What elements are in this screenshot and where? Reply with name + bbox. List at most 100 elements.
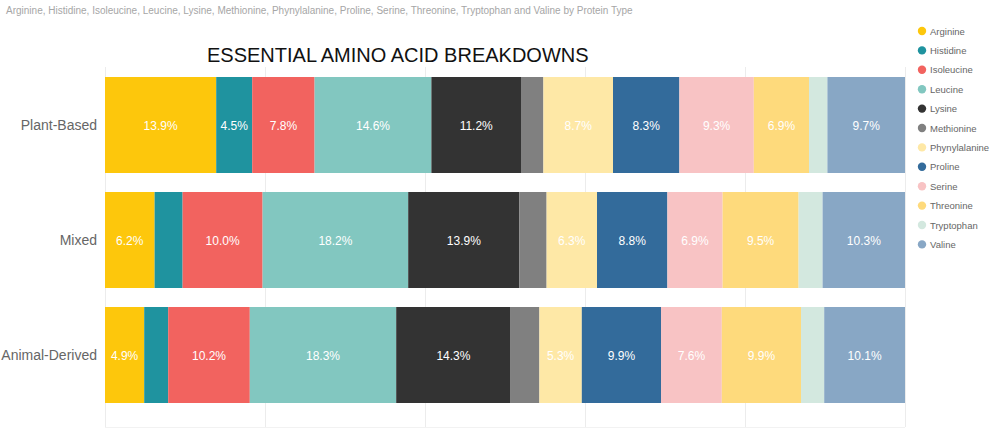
data-label: 9.5% <box>747 234 775 248</box>
bar-segment <box>597 192 667 288</box>
legend-marker <box>918 104 926 112</box>
bar-segment <box>801 307 824 403</box>
data-label: 10.2% <box>192 349 226 363</box>
bar-segment <box>250 307 396 403</box>
legend-label: Tryptophan <box>930 220 978 231</box>
data-label: 6.9% <box>768 119 796 133</box>
bar-segment <box>263 192 409 288</box>
bar-segment <box>521 77 543 173</box>
chart-root: Arginine, Histidine, Isoleucine, Leucine… <box>0 0 1000 429</box>
data-label: 6.2% <box>116 234 144 248</box>
data-label: 9.3% <box>703 119 731 133</box>
bar-segment <box>543 77 613 173</box>
data-label: 8.3% <box>633 119 661 133</box>
bar-segment <box>431 77 521 173</box>
bar-segment <box>661 307 722 403</box>
legend-marker <box>918 143 926 151</box>
data-label: 13.9% <box>447 234 481 248</box>
data-label: 11.2% <box>460 119 493 133</box>
bar-segment <box>667 192 722 288</box>
bar-segment <box>722 307 801 403</box>
data-label: 4.9% <box>111 349 139 363</box>
bar-segment <box>539 307 581 403</box>
legend-label: Methionine <box>930 123 976 134</box>
legend-marker <box>918 27 926 35</box>
bar-segment <box>519 192 546 288</box>
data-label: 10.0% <box>206 234 240 248</box>
data-label: 13.9% <box>144 119 178 133</box>
legend: Arginine Histidine Isoleucine Leucine Lysine… <box>918 26 989 250</box>
title: ESSENTIAL AMINO ACID BREAKDOWNS <box>207 44 589 66</box>
legend-marker <box>918 85 926 93</box>
bar-segment <box>315 77 432 173</box>
grid <box>106 67 906 427</box>
bar-segment <box>824 307 905 403</box>
bar-segment <box>105 77 216 173</box>
data-labels: 13.9% 4.5% 7.8% 14.6% 11.2% 8.7% 8.3% 9.3% 6.9% 9… <box>111 119 882 363</box>
data-label: 4.5% <box>221 119 249 133</box>
legend-marker <box>918 240 926 248</box>
legend-marker <box>918 182 926 190</box>
chart: Arginine, Histidine, Isoleucine, Leucine… <box>0 0 1000 429</box>
bar-segment <box>105 307 144 403</box>
data-label: 6.9% <box>681 234 709 248</box>
subtitle: Arginine, Histidine, Isoleucine, Leucine… <box>6 5 633 16</box>
data-label: 8.8% <box>619 234 647 248</box>
legend-label: Valine <box>930 239 956 250</box>
legend-label: Isoleucine <box>930 64 973 75</box>
legend-label: Serine <box>930 181 957 192</box>
data-label: 8.7% <box>565 119 593 133</box>
bar-segment <box>216 77 252 173</box>
bar-segment <box>679 77 753 173</box>
legend-marker <box>918 124 926 132</box>
data-label: 14.6% <box>356 119 390 133</box>
legend-label: Phynylalanine <box>930 142 989 153</box>
data-label: 7.6% <box>678 349 706 363</box>
category-labels: Plant-Based Mixed Animal-Derived <box>1 117 97 363</box>
grid-line <box>905 67 906 427</box>
legend-marker <box>918 201 926 209</box>
bar-segment <box>252 77 314 173</box>
data-label: 6.3% <box>558 234 586 248</box>
bars <box>105 77 905 403</box>
bar-segment <box>155 192 183 288</box>
data-label: 14.3% <box>436 349 470 363</box>
bar-segment <box>809 77 827 173</box>
data-label: 9.9% <box>608 349 636 363</box>
data-label: 9.9% <box>748 349 776 363</box>
bar-segment <box>144 307 168 403</box>
bar-segment <box>827 77 905 173</box>
data-label: 5.3% <box>547 349 575 363</box>
x-axis-line <box>105 427 905 428</box>
bar-segment <box>582 307 661 403</box>
bar-segment <box>183 192 263 288</box>
bar-segment <box>754 77 809 173</box>
legend-label: Histidine <box>930 45 966 56</box>
bar-segment <box>723 192 799 288</box>
data-label: 18.3% <box>306 349 340 363</box>
bar-segment <box>105 192 155 288</box>
data-label: 9.7% <box>853 119 881 133</box>
legend-label: Lysine <box>930 103 957 114</box>
legend-marker <box>918 46 926 54</box>
legend-marker <box>918 221 926 229</box>
bar-segment <box>396 307 510 403</box>
legend-label: Arginine <box>930 26 965 37</box>
legend-marker <box>918 163 926 171</box>
category-label: Mixed <box>60 232 97 248</box>
legend-label: Proline <box>930 161 960 172</box>
bar-segment <box>547 192 597 288</box>
bar-segment <box>511 307 540 403</box>
legend-marker <box>918 66 926 74</box>
bar-segment <box>613 77 679 173</box>
category-label: Animal-Derived <box>1 347 97 363</box>
legend-label: Leucine <box>930 84 963 95</box>
legend-label: Threonine <box>930 200 973 211</box>
bar-segment <box>168 307 250 403</box>
data-label: 10.3% <box>847 234 881 248</box>
data-label: 18.2% <box>318 234 352 248</box>
data-label: 10.1% <box>848 349 882 363</box>
data-label: 7.8% <box>270 119 298 133</box>
category-label: Plant-Based <box>21 117 97 133</box>
bar-segment <box>823 192 905 288</box>
